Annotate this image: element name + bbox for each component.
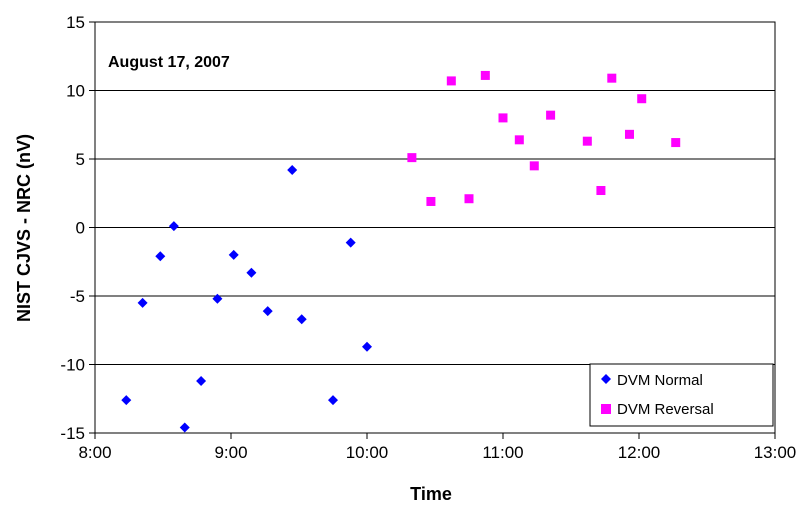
y-tick-label: 0 [76, 219, 85, 238]
legend-label-dvm-reversal: DVM Reversal [617, 401, 714, 418]
x-tick-label: 11:00 [482, 443, 523, 462]
x-tick-label: 9:00 [214, 443, 247, 462]
dvm-normal-point [296, 314, 307, 325]
dvm-reversal-point [596, 186, 606, 196]
dvm-normal-point [212, 293, 223, 304]
dvm-normal-point [137, 297, 148, 308]
gridlines [95, 90, 775, 365]
x-tick-label: 8:00 [78, 443, 111, 462]
legend-square-marker [601, 404, 611, 414]
dvm-normal-point [287, 164, 298, 175]
dvm-normal-point [345, 237, 356, 248]
dvm-normal-point [155, 251, 166, 262]
y-tick-label: -15 [60, 424, 85, 443]
dvm-reversal-point [624, 129, 634, 139]
y-axis-ticks: 15 10 5 0 -5 -10 -15 [60, 13, 95, 443]
dvm-reversal-point [498, 113, 508, 123]
dvm-normal-point [262, 306, 273, 317]
y-tick-label: 5 [76, 150, 85, 169]
dvm-reversal-point [464, 194, 474, 204]
x-axis-title: Time [410, 484, 452, 504]
data-points [121, 70, 681, 433]
dvm-normal-point [168, 221, 179, 232]
dvm-reversal-point [529, 161, 539, 171]
y-tick-label: 15 [66, 13, 85, 32]
dvm-normal-point [328, 395, 338, 406]
y-tick-label: -5 [70, 287, 85, 306]
y-tick-label: 10 [66, 82, 85, 101]
dvm-normal-point [246, 267, 257, 278]
dvm-reversal-point [446, 76, 456, 86]
x-tick-label: 12:00 [618, 443, 661, 462]
x-axis-ticks: 8:00 9:00 10:00 11:00 12:00 13:00 [78, 433, 796, 462]
legend-label-dvm-normal: DVM Normal [617, 372, 703, 389]
legend-box [589, 363, 774, 427]
dvm-reversal-point [426, 196, 436, 206]
dvm-normal-point [196, 375, 207, 386]
dvm-normal-point [121, 395, 132, 406]
dvm-reversal-point [480, 70, 490, 80]
date-annotation: August 17, 2007 [108, 54, 230, 71]
dvm-normal-point [362, 341, 372, 352]
dvm-normal-point [228, 249, 239, 260]
dvm-normal-point [179, 422, 190, 433]
dvm-reversal-point [637, 94, 647, 104]
x-tick-label: 13:00 [754, 443, 797, 462]
dvm-reversal-point [546, 110, 556, 120]
legend: DVM Normal DVM Reversal [589, 363, 774, 427]
dvm-reversal-point [514, 135, 524, 145]
dvm-reversal-point [607, 73, 617, 83]
legend-diamond-marker [601, 374, 611, 384]
y-tick-label: -10 [60, 356, 85, 375]
dvm-reversal-point [582, 136, 592, 146]
dvm-reversal-point [671, 138, 681, 148]
dvm-reversal-point [407, 153, 417, 163]
x-tick-label: 10:00 [346, 443, 389, 462]
y-axis-title: NIST CJVS - NRC (nV) [14, 134, 34, 322]
